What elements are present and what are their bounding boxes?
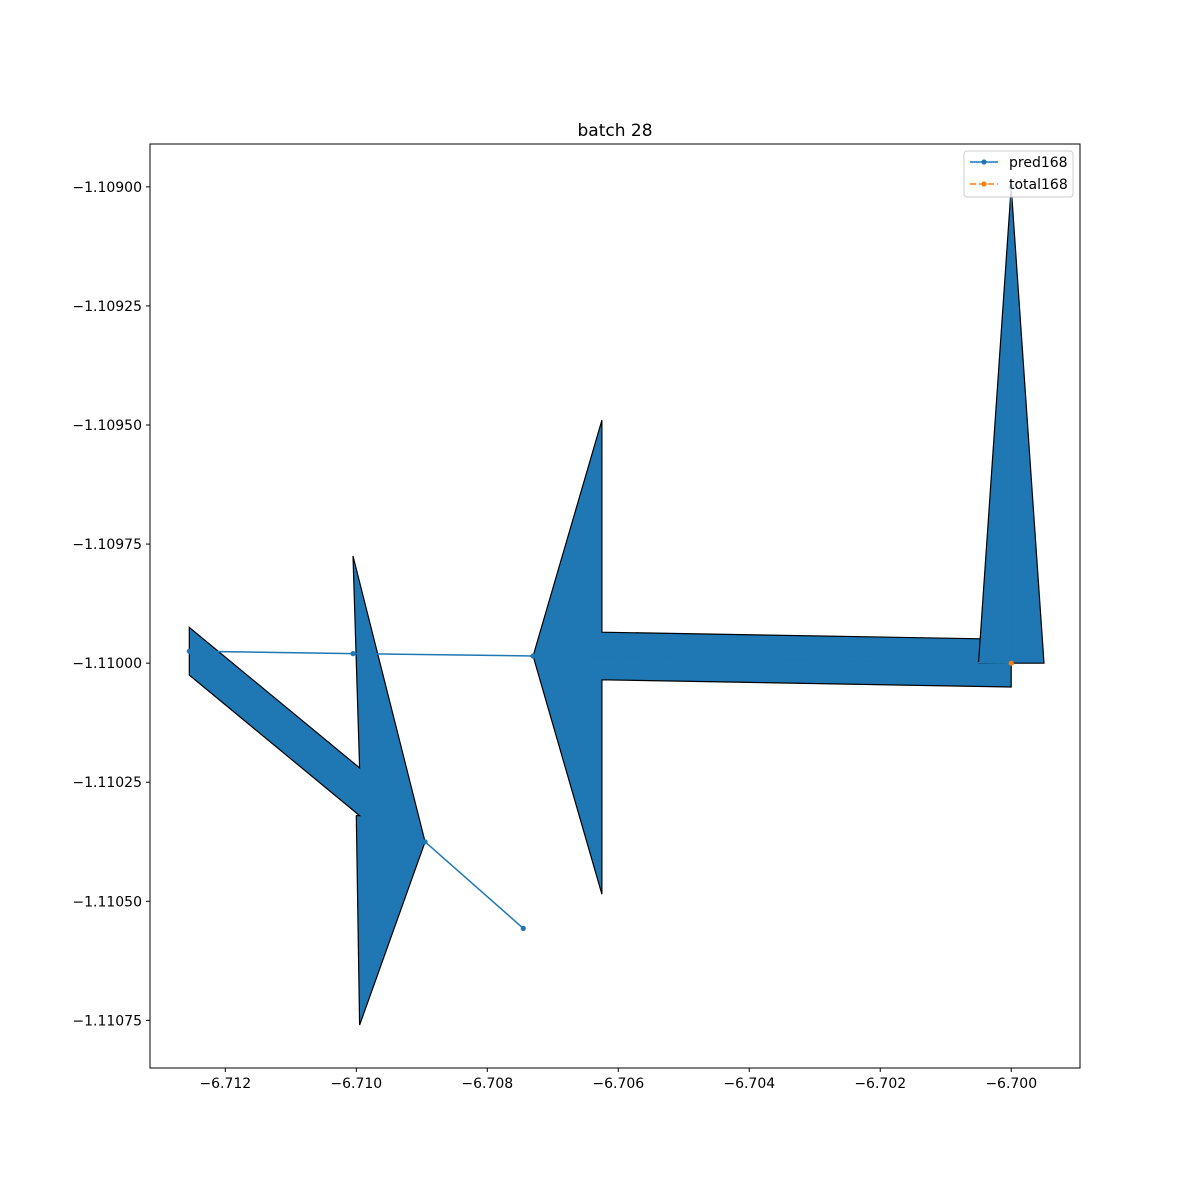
y-tick-label: −1.10900 [72,180,142,196]
series-point-pred168 [520,925,526,932]
x-tick-label: −6.700 [985,1076,1037,1092]
y-tick-label: −1.10950 [72,418,142,434]
x-tick-label: −6.708 [461,1076,513,1092]
legend-marker-pred168 [981,159,987,165]
chart-title: batch 28 [577,121,652,141]
legend-label-total168: total168 [1009,177,1068,193]
y-tick-label: −1.11075 [72,1013,142,1029]
series-point-total168 [1008,660,1014,666]
series-point-pred168 [350,651,356,657]
plot-frame [149,143,1081,1069]
legend-label-pred168: pred168 [1009,155,1068,171]
x-tick-label: −6.712 [199,1076,251,1092]
y-axis: −1.10900 −1.10925 −1.10950 −1.10975 −1.11000… [72,180,150,1029]
y-tick-label: −1.11000 [72,656,142,672]
series-point-pred168 [530,653,536,659]
y-tick-label: −1.11050 [72,894,142,910]
legend: pred168 total168 [963,150,1074,198]
legend-marker-total168 [981,181,987,187]
y-tick-label: −1.10975 [72,537,142,553]
series-point-pred168 [186,648,192,654]
y-tick-label: −1.11025 [72,775,142,791]
series-point-pred168 [422,839,428,845]
x-tick-label: −6.706 [592,1076,644,1092]
x-tick-label: −6.710 [330,1076,382,1092]
x-tick-label: −6.704 [723,1076,775,1092]
x-tick-label: −6.702 [854,1076,906,1092]
series-layer [186,184,1014,932]
x-axis: −6.712 −6.710 −6.708 −6.706 −6.704 −6.702 −6.7… [199,1068,1037,1092]
y-tick-label: −1.10925 [72,299,142,315]
